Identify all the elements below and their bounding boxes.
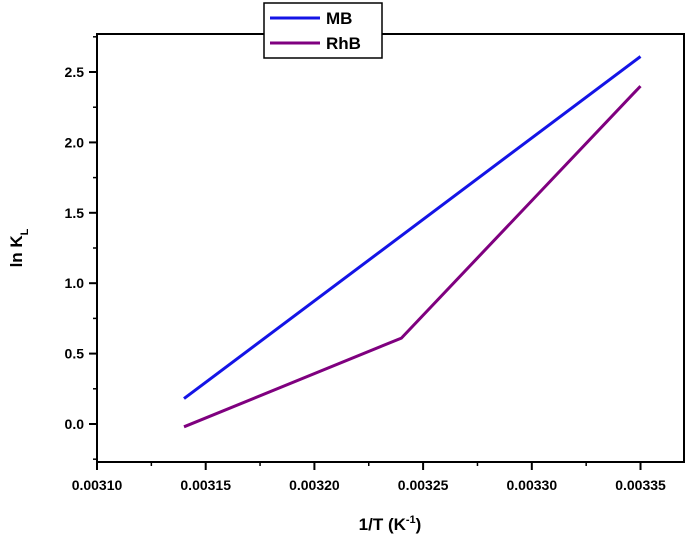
x-tick-label: 0.00310	[72, 477, 123, 493]
legend-label-mb: MB	[326, 9, 352, 28]
x-tick-label: 0.00330	[507, 477, 558, 493]
y-tick-label: 1.5	[65, 205, 85, 221]
series-layer	[183, 55, 642, 429]
y-tick-label: 1.0	[65, 275, 85, 291]
legend-label-rhb: RhB	[326, 34, 361, 53]
x-axis-title: 1/T (K-1)	[359, 514, 422, 534]
y-tick-label: 2.5	[65, 64, 85, 80]
x-axis: 0.00310 0.00315 0.00320 0.00325 0.00330 0.003…	[72, 462, 666, 493]
x-tick-label: 0.00320	[289, 477, 340, 493]
series-line-mb	[183, 55, 642, 400]
y-tick-label: 0.5	[65, 346, 85, 362]
y-axis: 0.0 0.5 1.0 1.5 2.0 2.5	[65, 36, 97, 460]
x-tick-label: 0.00315	[180, 477, 231, 493]
x-tick-label: 0.00335	[615, 477, 666, 493]
legend-box	[263, 2, 383, 59]
legend: MB RhB	[263, 2, 383, 59]
y-tick-label: 0.0	[65, 416, 85, 432]
x-tick-label: 0.00325	[398, 477, 449, 493]
series-line-rhb	[183, 85, 642, 429]
y-tick-label: 2.0	[65, 134, 85, 150]
y-axis-title: ln KL	[7, 228, 31, 267]
